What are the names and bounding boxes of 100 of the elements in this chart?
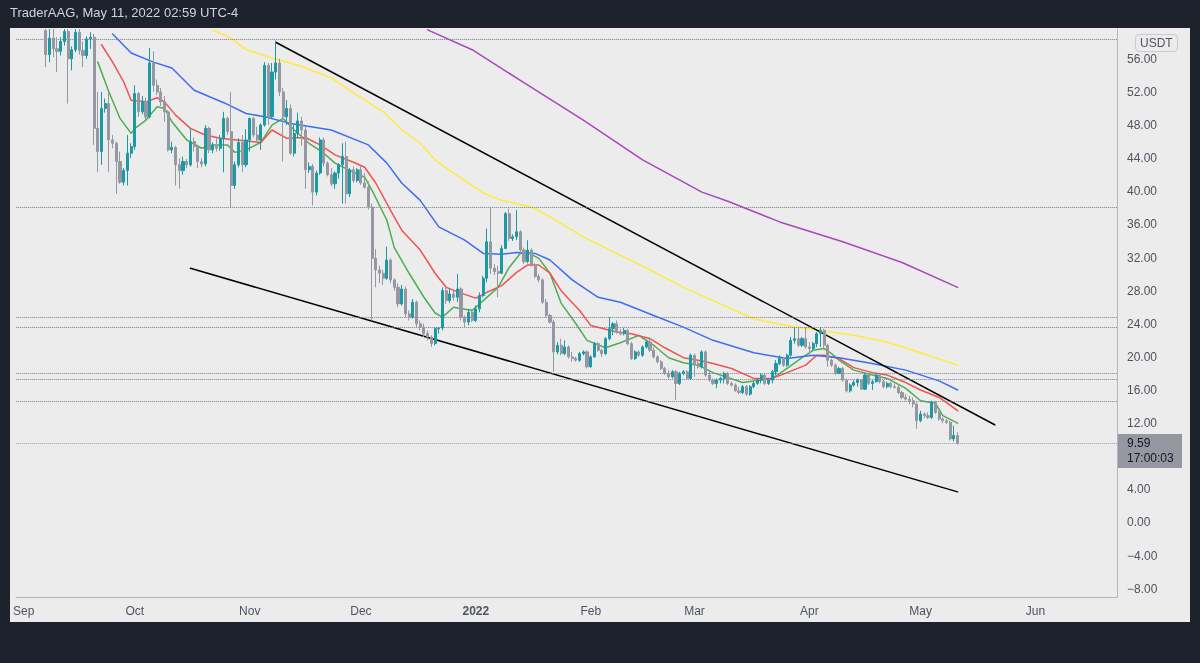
candlestick	[359, 165, 362, 186]
candlestick	[919, 410, 922, 423]
line-series	[211, 29, 959, 366]
y-tick-label: 16.00	[1127, 383, 1158, 397]
candlestick	[137, 91, 140, 118]
x-tick-label: Mar	[684, 604, 705, 618]
candlestick	[678, 371, 681, 386]
x-tick-label: Jun	[1025, 604, 1046, 618]
y-tick-label: −4.00	[1127, 548, 1158, 563]
candlestick	[445, 286, 448, 305]
candlestick	[148, 47, 151, 119]
y-tick-label: 36.00	[1127, 217, 1158, 232]
candlestick	[749, 384, 752, 397]
candlestick	[597, 341, 600, 353]
candlestick	[385, 246, 388, 281]
candlestick	[508, 208, 511, 242]
candlestick	[763, 372, 766, 386]
candlestick	[926, 411, 930, 420]
candlestick	[170, 141, 173, 154]
candlestick	[341, 142, 344, 205]
candlestick	[345, 141, 348, 205]
candlestick	[267, 62, 270, 126]
y-tick-label: 40.00	[1127, 184, 1158, 199]
x-tick-label: 2022	[462, 604, 490, 618]
candlestick	[144, 97, 148, 121]
candlestick	[497, 265, 500, 298]
candlestick	[837, 366, 841, 375]
candlestick	[211, 141, 214, 154]
candlestick	[745, 384, 748, 397]
candlestick	[726, 371, 729, 386]
candlestick	[852, 379, 855, 388]
candlestick	[585, 349, 589, 369]
candlestick	[215, 137, 218, 153]
candlestick	[886, 381, 889, 389]
candlestick	[878, 372, 881, 384]
y-tick-label: 0.00	[1127, 515, 1151, 530]
y-tick-label: 4.00	[1127, 482, 1151, 497]
x-tick-label: Dec	[350, 604, 372, 618]
candlestick	[526, 239, 529, 264]
candlestick	[126, 134, 129, 186]
candlestick	[574, 356, 577, 363]
candlestick	[915, 401, 918, 430]
candlestick	[908, 395, 911, 405]
candlestick	[352, 165, 355, 184]
candlestick	[434, 326, 437, 346]
x-tick-label: Feb	[580, 604, 602, 618]
candlestick	[715, 377, 718, 389]
candlestick	[634, 349, 637, 361]
candlestick	[686, 369, 689, 381]
candlestick	[404, 286, 407, 318]
y-tick-label: 28.00	[1127, 283, 1158, 298]
candlestick	[174, 145, 177, 186]
candlestick	[667, 369, 670, 379]
candlestick	[289, 103, 292, 156]
candlestick	[311, 163, 314, 206]
candlestick	[415, 300, 418, 328]
candlestick	[422, 323, 425, 338]
candlestick	[185, 158, 188, 169]
candlestick	[396, 282, 400, 308]
candlestick	[674, 369, 678, 401]
y-tick-label: 24.00	[1127, 316, 1158, 331]
candlestick	[308, 161, 311, 174]
candlestick	[563, 339, 566, 356]
x-tick-label: Nov	[239, 604, 261, 618]
candlestick	[452, 290, 455, 302]
candlestick	[867, 372, 870, 386]
candlestick	[456, 273, 459, 303]
candlestick	[860, 378, 863, 391]
line-series	[426, 29, 959, 289]
candlestick	[734, 382, 737, 393]
price-tag: 9.59 17:00:03	[1118, 433, 1182, 468]
y-tick-label: 12.00	[1127, 416, 1158, 431]
candlestick	[107, 91, 110, 173]
candlestick	[949, 420, 952, 442]
candlestick	[189, 127, 192, 167]
candlestick	[756, 377, 759, 386]
candlestick	[889, 381, 892, 389]
candlestick	[181, 156, 185, 176]
candlestick	[623, 327, 626, 336]
candlestick	[400, 284, 403, 307]
candlestick	[897, 384, 900, 395]
y-tick-label: 32.00	[1127, 250, 1158, 265]
candlestick	[515, 209, 518, 241]
candlestick	[430, 334, 433, 348]
candlestick	[930, 400, 933, 420]
candlestick	[489, 206, 492, 275]
candlestick	[578, 351, 581, 363]
candlestick	[356, 167, 359, 183]
candlestick	[85, 35, 88, 60]
candlestick	[204, 124, 207, 167]
y-tick-label: 44.00	[1127, 151, 1158, 166]
candlestick	[382, 269, 385, 286]
candlestick	[782, 356, 785, 368]
candlestick	[241, 134, 244, 173]
candlestick	[856, 377, 859, 388]
candlestick	[641, 344, 644, 358]
y-tick-label: −8.00	[1127, 581, 1158, 596]
candlestick	[923, 411, 926, 419]
x-tick-label: Sep	[13, 604, 35, 618]
candlestick	[567, 344, 570, 360]
